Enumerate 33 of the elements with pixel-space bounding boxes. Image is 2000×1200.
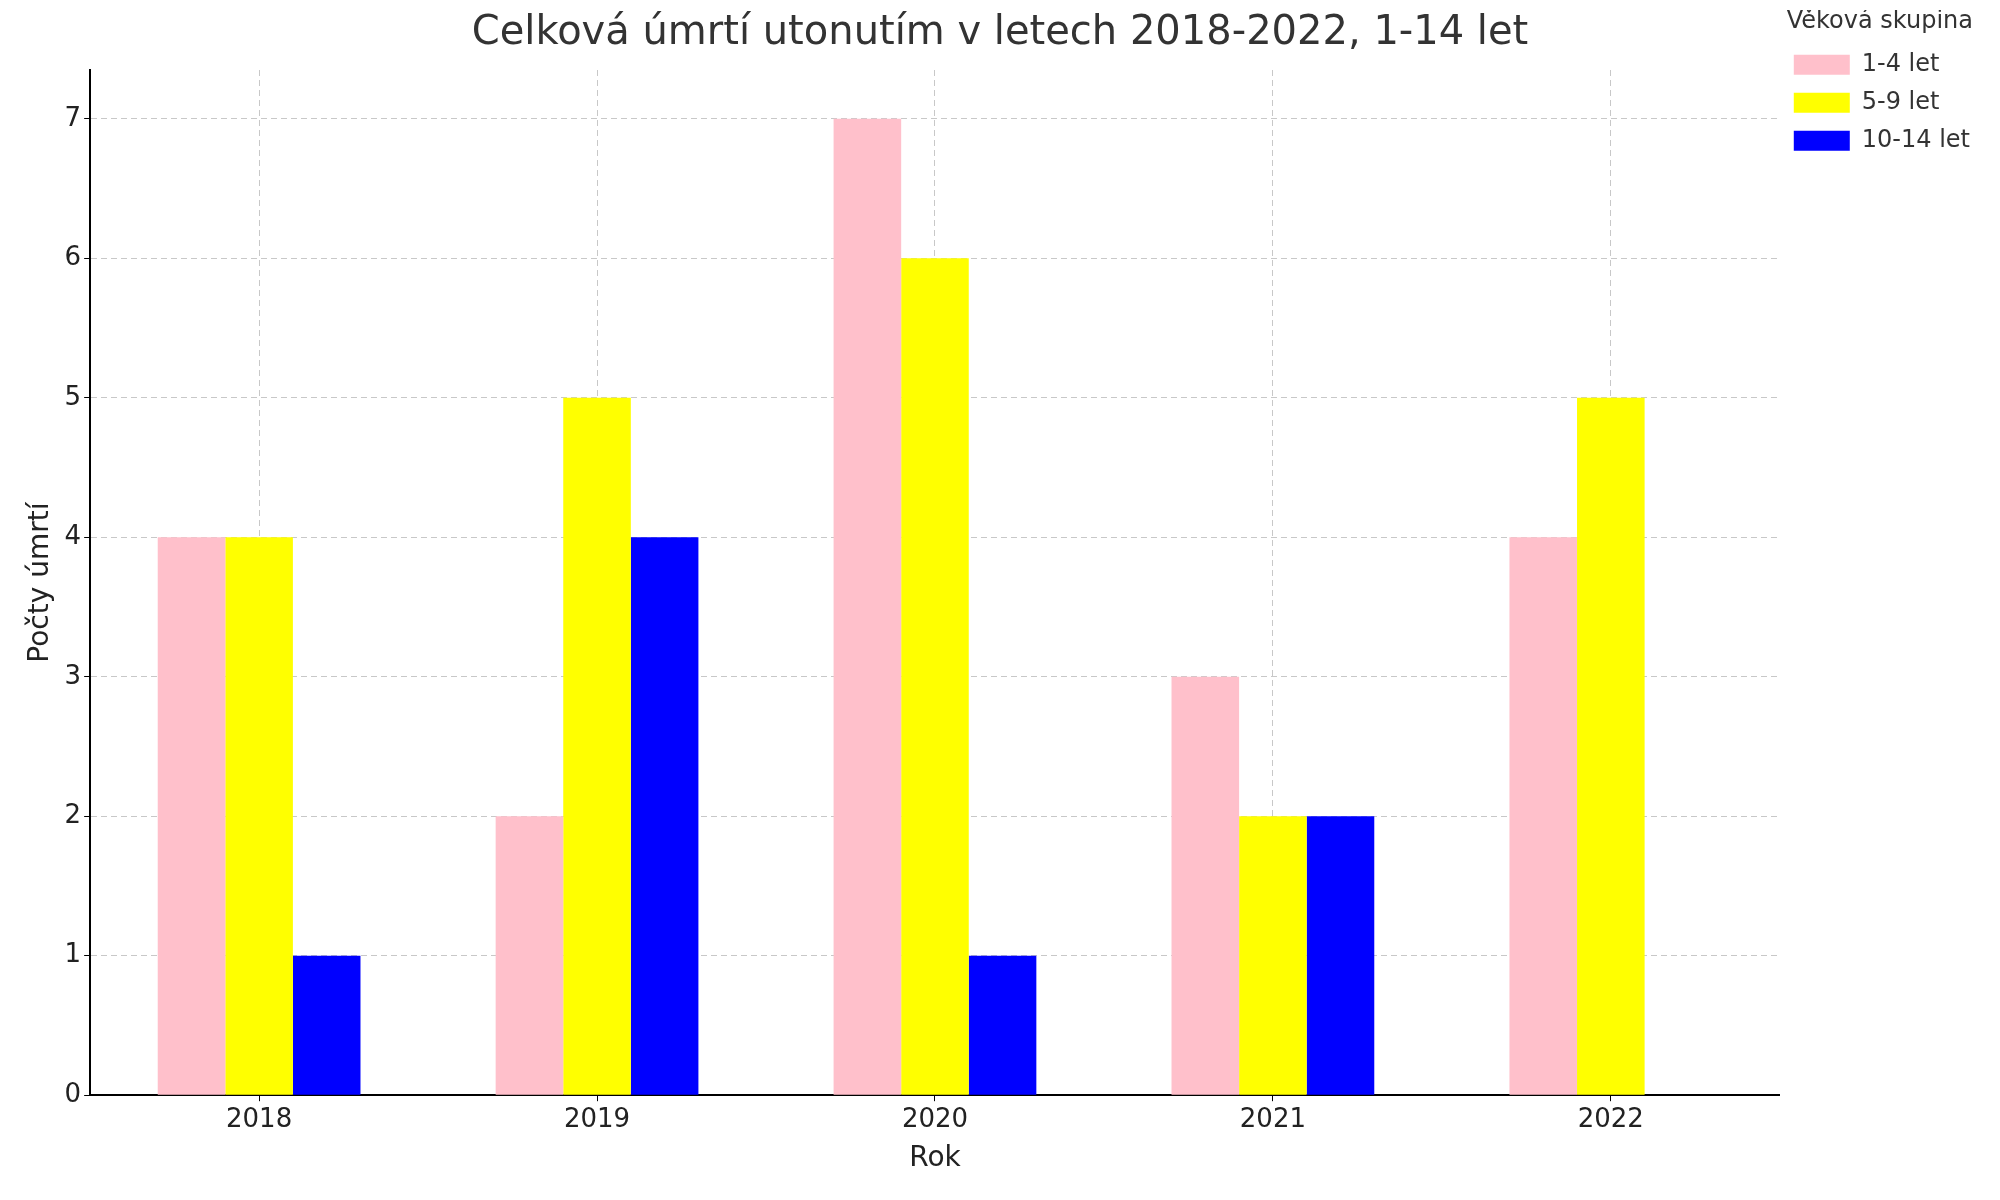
y-tick-label: 2 [64, 798, 82, 829]
x-axis-title: Rok [909, 1140, 962, 1174]
y-tick-label: 1 [64, 938, 82, 969]
bar [630, 537, 699, 1095]
bar [157, 537, 226, 1095]
legend-label: 1-4 let [1861, 49, 1940, 78]
bar [1509, 537, 1578, 1095]
y-axis-title: Počty úmrtí [22, 501, 56, 663]
bar [1239, 816, 1307, 1095]
bar [225, 537, 293, 1095]
bar [563, 397, 631, 1095]
legend-label: 10-14 let [1861, 125, 1971, 154]
bar [901, 258, 969, 1095]
x-tick-label: 2019 [563, 1102, 631, 1133]
x-tick-label: 2018 [226, 1102, 293, 1133]
bar [292, 955, 361, 1095]
y-tick-label: 3 [64, 659, 82, 690]
legend-label: 5-9 let [1861, 87, 1940, 116]
x-tick-label: 2020 [901, 1102, 969, 1133]
chart-title: Celková úmrtí utonutím v letech 2018-2022, 1-14 let [471, 7, 1529, 54]
bar [495, 816, 564, 1095]
y-tick-label: 5 [64, 380, 82, 411]
bar [1306, 816, 1375, 1095]
y-tick-label: 7 [64, 101, 82, 132]
x-tick-label: 2021 [1239, 1102, 1306, 1133]
y-tick-label: 4 [64, 520, 82, 551]
x-tick-label: 2022 [1577, 1102, 1644, 1133]
bar [968, 955, 1037, 1095]
bar [833, 118, 902, 1095]
y-tick-label: 6 [64, 241, 82, 272]
bar [1171, 676, 1240, 1095]
y-tick-label: 0 [64, 1077, 82, 1108]
bar [1577, 397, 1645, 1095]
